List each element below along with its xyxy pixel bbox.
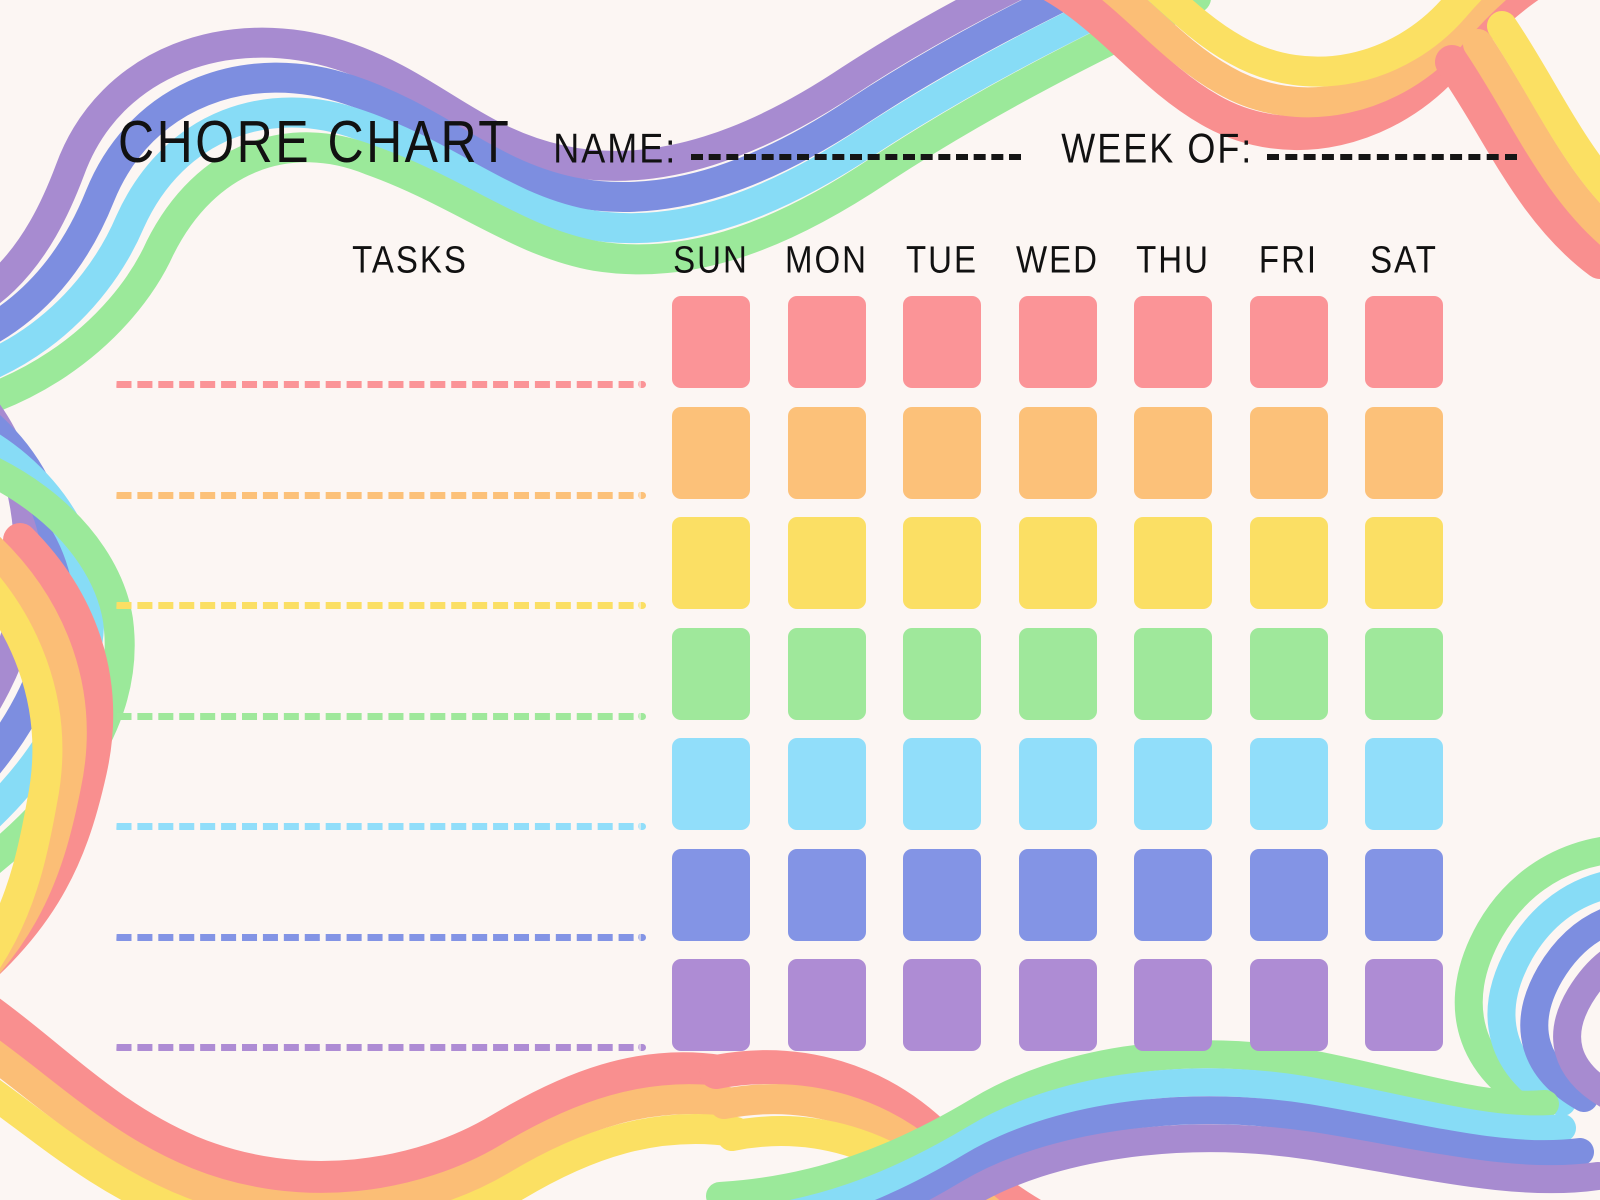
day-header-thu: THU: [1136, 238, 1210, 281]
task-input-row-7[interactable]: [114, 1044, 646, 1051]
chore-cell-row5-tue[interactable]: [903, 738, 981, 830]
chore-cell-row5-thu[interactable]: [1134, 738, 1212, 830]
tasks-column-header: TASKS: [352, 238, 468, 281]
task-input-row-3[interactable]: [114, 602, 646, 609]
chore-cell-row1-wed[interactable]: [1018, 296, 1097, 388]
chore-cell-row3-thu[interactable]: [1134, 517, 1212, 609]
chore-cell-row1-sat[interactable]: [1365, 296, 1443, 388]
rainbow-top-left-loop-icon: [0, 404, 135, 873]
rainbow-top-right-icon: [1043, 0, 1539, 151]
name-label: NAME:: [553, 124, 678, 172]
chore-cell-row6-sun[interactable]: [672, 848, 750, 941]
chore-cell-row6-thu[interactable]: [1134, 848, 1212, 941]
chore-cell-row3-sun[interactable]: [672, 517, 750, 609]
chore-cell-row3-mon[interactable]: [787, 517, 866, 609]
rainbow-bottom-right-tail-icon: [706, 1040, 1600, 1200]
day-header-fri: FRI: [1258, 238, 1319, 281]
chore-cell-row7-fri[interactable]: [1249, 959, 1328, 1051]
chore-cell-row7-wed[interactable]: [1018, 959, 1097, 1051]
chore-cell-row5-mon[interactable]: [787, 738, 866, 830]
chore-cell-row2-tue[interactable]: [903, 406, 981, 499]
chore-cell-row4-mon[interactable]: [787, 627, 866, 720]
rainbow-bottom-left-icon: [0, 998, 751, 1200]
chore-cell-row2-thu[interactable]: [1134, 406, 1212, 499]
chore-cell-row7-thu[interactable]: [1134, 959, 1212, 1051]
chore-cell-row2-mon[interactable]: [787, 406, 866, 499]
week-of-label: WEEK OF:: [1061, 124, 1254, 172]
rainbow-bottom-right-icon: [1454, 837, 1600, 1120]
chore-cell-row3-tue[interactable]: [903, 517, 981, 609]
chore-cell-row7-sun[interactable]: [672, 959, 750, 1051]
name-input[interactable]: [691, 154, 1022, 160]
chore-cell-row6-mon[interactable]: [787, 848, 866, 941]
chore-cell-row6-fri[interactable]: [1249, 848, 1328, 941]
chore-cell-row5-wed[interactable]: [1018, 738, 1097, 830]
chore-cell-row1-sun[interactable]: [672, 296, 750, 388]
week-of-input[interactable]: [1267, 154, 1518, 160]
week-field-group: WEEK OF:: [1061, 125, 1518, 173]
chore-cell-row6-wed[interactable]: [1018, 848, 1097, 941]
chore-cell-row4-thu[interactable]: [1134, 627, 1212, 720]
chore-cell-row4-tue[interactable]: [903, 627, 981, 720]
chore-cell-row4-fri[interactable]: [1249, 627, 1328, 720]
chore-cell-row5-sun[interactable]: [672, 738, 750, 830]
chore-cell-row2-sat[interactable]: [1365, 406, 1443, 499]
day-header-sun: SUN: [673, 238, 749, 281]
chart-header: CHORE CHART NAME: WEEK OF:: [118, 109, 1518, 184]
task-input-row-5[interactable]: [114, 823, 646, 830]
chore-cell-row5-fri[interactable]: [1249, 738, 1328, 830]
rainbow-bottom-left-upper-icon: [0, 523, 114, 974]
chore-cell-row4-wed[interactable]: [1018, 627, 1097, 720]
chore-cell-row2-wed[interactable]: [1018, 406, 1097, 499]
name-field-group: NAME:: [553, 125, 1022, 173]
task-input-row-1[interactable]: [114, 381, 646, 388]
rainbow-bottom-left-tail-icon: [699, 1050, 1042, 1200]
chore-cell-row3-sat[interactable]: [1365, 517, 1443, 609]
chore-cell-row7-sat[interactable]: [1365, 959, 1443, 1051]
chore-cell-row4-sat[interactable]: [1365, 627, 1443, 720]
day-header-sat: SAT: [1370, 238, 1438, 281]
chore-cell-row5-sat[interactable]: [1365, 738, 1443, 830]
task-input-row-6[interactable]: [114, 933, 646, 941]
page-title: CHORE CHART: [118, 108, 512, 175]
task-input-row-4[interactable]: [114, 712, 646, 720]
chore-cell-row4-sun[interactable]: [672, 627, 750, 720]
chore-cell-row7-mon[interactable]: [787, 959, 866, 1051]
task-input-row-2[interactable]: [114, 491, 646, 499]
chore-cell-row6-tue[interactable]: [903, 848, 981, 941]
chore-cell-row1-fri[interactable]: [1249, 296, 1328, 388]
day-header-wed: WED: [1016, 238, 1099, 281]
chore-cell-row3-wed[interactable]: [1018, 517, 1097, 609]
rainbow-top-left-icon: [0, 0, 1211, 411]
chore-cell-row2-fri[interactable]: [1249, 406, 1328, 499]
chore-cell-row1-thu[interactable]: [1134, 296, 1212, 388]
chore-cell-row7-tue[interactable]: [903, 959, 981, 1051]
day-header-mon: MON: [785, 238, 868, 281]
chore-cell-row6-sat[interactable]: [1365, 848, 1443, 941]
chore-cell-row1-mon[interactable]: [787, 296, 866, 388]
chore-cell-row3-fri[interactable]: [1249, 517, 1328, 609]
chore-cell-row2-sun[interactable]: [672, 406, 750, 499]
chore-cell-row1-tue[interactable]: [903, 296, 981, 388]
day-header-tue: TUE: [906, 238, 978, 281]
